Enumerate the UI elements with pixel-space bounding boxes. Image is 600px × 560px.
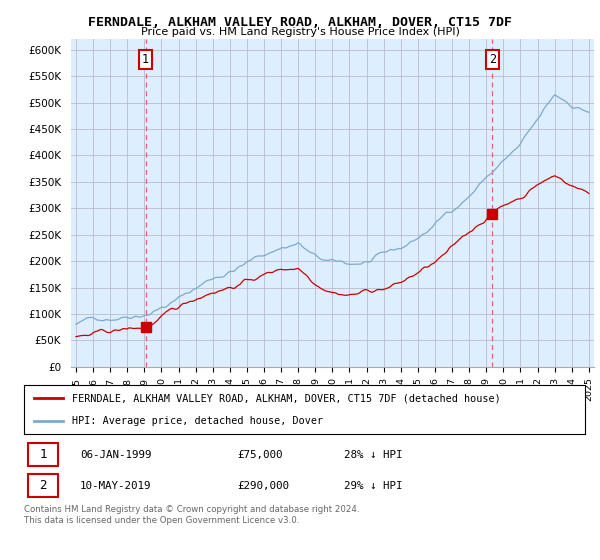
Text: 29% ↓ HPI: 29% ↓ HPI [344, 480, 402, 491]
Text: 1: 1 [40, 449, 47, 461]
Text: HPI: Average price, detached house, Dover: HPI: Average price, detached house, Dove… [71, 416, 323, 426]
Text: 2: 2 [40, 479, 47, 492]
Text: FERNDALE, ALKHAM VALLEY ROAD, ALKHAM, DOVER, CT15 7DF (detached house): FERNDALE, ALKHAM VALLEY ROAD, ALKHAM, DO… [71, 393, 500, 403]
Text: 2: 2 [489, 53, 496, 66]
Text: £290,000: £290,000 [237, 480, 289, 491]
FancyBboxPatch shape [28, 444, 58, 466]
Text: 1: 1 [142, 53, 149, 66]
Text: Contains HM Land Registry data © Crown copyright and database right 2024.
This d: Contains HM Land Registry data © Crown c… [24, 505, 359, 525]
Text: Price paid vs. HM Land Registry's House Price Index (HPI): Price paid vs. HM Land Registry's House … [140, 27, 460, 37]
Text: 10-MAY-2019: 10-MAY-2019 [80, 480, 152, 491]
Text: 06-JAN-1999: 06-JAN-1999 [80, 450, 152, 460]
Text: £75,000: £75,000 [237, 450, 283, 460]
FancyBboxPatch shape [28, 474, 58, 497]
Text: FERNDALE, ALKHAM VALLEY ROAD, ALKHAM, DOVER, CT15 7DF: FERNDALE, ALKHAM VALLEY ROAD, ALKHAM, DO… [88, 16, 512, 29]
Text: 28% ↓ HPI: 28% ↓ HPI [344, 450, 402, 460]
